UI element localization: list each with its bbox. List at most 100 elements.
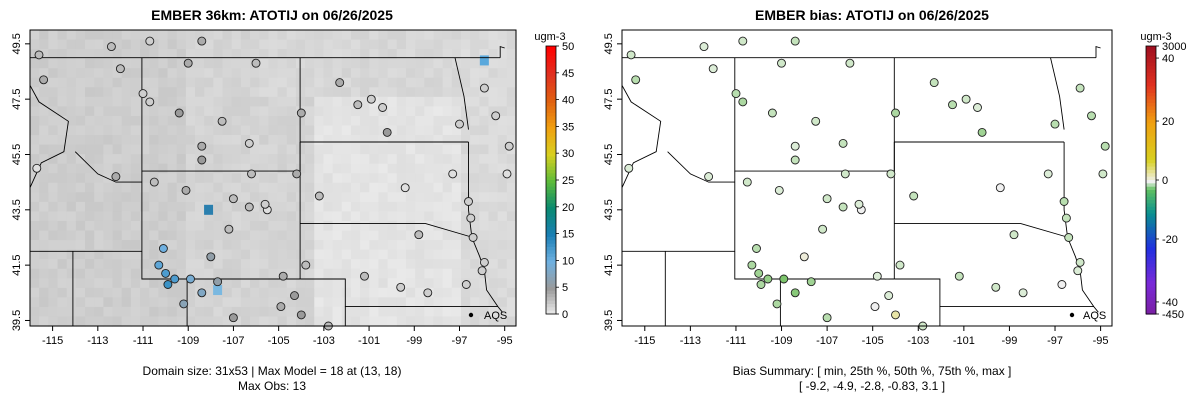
- grid-cell: [479, 125, 490, 136]
- grid-cell: [286, 249, 297, 260]
- grid-cell: [497, 49, 508, 60]
- grid-cell: [240, 278, 251, 289]
- grid-cell: [167, 144, 178, 155]
- x-axis-ticks: -115 -113 -111 -109 -107 -105 -103 -101 -99 -97 -9…: [634, 326, 1109, 347]
- grid-cell: [360, 182, 370, 193]
- grid-cell: [305, 154, 315, 165]
- colorbar-segment: [1146, 283, 1156, 288]
- grid-cell: [424, 268, 435, 279]
- grid-cell: [497, 77, 508, 88]
- grid-cell: [85, 240, 95, 251]
- grid-cell: [140, 259, 150, 270]
- grid-cell: [451, 268, 462, 279]
- station-marker: [423, 288, 433, 298]
- colorbar-segment: [1146, 180, 1156, 184]
- grid-cell: [332, 249, 343, 260]
- grid-cell: [130, 135, 141, 146]
- grid-cell: [121, 182, 132, 193]
- colorbar-segment: [546, 153, 556, 158]
- grid-cell: [442, 163, 453, 174]
- station-marker: [1087, 111, 1096, 121]
- grid-cell: [231, 144, 242, 155]
- x-tick-label: -107: [816, 335, 838, 347]
- grid-cell: [250, 30, 260, 41]
- grid-cell: [167, 106, 178, 117]
- x-tick-label: -115: [42, 335, 63, 347]
- colorbar-segment: [546, 146, 556, 151]
- grid-cell: [314, 240, 325, 251]
- colorbar-segment: [1146, 169, 1156, 174]
- grid-cell: [66, 249, 77, 260]
- grid-cell: [268, 240, 279, 251]
- grid-cell: [48, 154, 59, 165]
- grid-cell: [66, 268, 77, 279]
- grid-cell: [470, 135, 480, 146]
- grid-cell: [451, 135, 462, 146]
- grid-cell: [48, 297, 59, 308]
- grid-cell: [167, 182, 178, 193]
- grid-cell: [295, 230, 306, 241]
- plot-frame: [29, 29, 517, 327]
- grid-cell: [259, 240, 270, 251]
- grid-cell: [360, 39, 370, 50]
- colorbar-segment: [1146, 220, 1156, 225]
- grid-cell: [295, 87, 306, 98]
- colorbar-segment: [546, 113, 556, 117]
- colorbar-segment: [1146, 303, 1156, 308]
- grid-cell: [341, 230, 352, 241]
- grid-cell: [112, 268, 123, 279]
- grid-cell: [213, 163, 224, 174]
- grid-cell: [305, 173, 315, 184]
- station-marker: [145, 36, 155, 46]
- grid-cell: [39, 316, 49, 327]
- grid-cell: [75, 154, 86, 165]
- grid-cell: [112, 135, 123, 146]
- grid-cell: [369, 230, 380, 241]
- grid-cell: [305, 306, 315, 318]
- grid-cell: [479, 306, 490, 318]
- station-marker: [811, 116, 821, 126]
- grid-cell: [121, 201, 132, 213]
- grid-cell: [323, 106, 334, 117]
- grid-cell: [451, 106, 462, 117]
- grid-cell: [149, 316, 159, 327]
- grid-cell: [460, 173, 471, 184]
- grid-cell: [268, 230, 279, 241]
- grid-cell: [488, 230, 499, 241]
- grid-cell: [259, 230, 270, 241]
- grid-cell: [213, 297, 224, 308]
- grid-cell: [240, 259, 251, 270]
- grid-cell: [112, 297, 123, 308]
- colorbar-segment: [1146, 253, 1156, 258]
- grid-cell: [378, 306, 389, 318]
- grid-cell: [121, 287, 132, 298]
- colorbar-segment: [1146, 129, 1156, 134]
- grid-cell: [378, 211, 389, 222]
- station-marker: [763, 274, 773, 284]
- station-marker: [448, 169, 458, 179]
- grid-cell: [479, 163, 490, 174]
- grid-cell: [75, 192, 86, 203]
- grid-cell: [460, 115, 471, 127]
- grid-cell: [48, 173, 59, 184]
- grid-cell: [112, 96, 123, 107]
- grid-cell: [305, 115, 315, 127]
- grid-cell: [140, 192, 150, 203]
- station-marker: [1059, 197, 1069, 206]
- grid-cell: [369, 249, 380, 260]
- grid-cell: [259, 211, 270, 222]
- grid-cell: [460, 287, 471, 298]
- grid-cell: [360, 192, 370, 203]
- grid-cell: [277, 192, 288, 203]
- grid-cell: [451, 259, 462, 270]
- grid-cell: [506, 77, 517, 88]
- grid-cell: [305, 240, 315, 251]
- station-marker: [461, 280, 471, 289]
- colorbar-segment: [1146, 72, 1156, 77]
- grid-cell: [350, 192, 361, 203]
- grid-cell: [66, 201, 77, 213]
- grid-cell: [369, 278, 380, 289]
- grid-cell: [442, 115, 453, 127]
- grid-cell: [305, 287, 315, 298]
